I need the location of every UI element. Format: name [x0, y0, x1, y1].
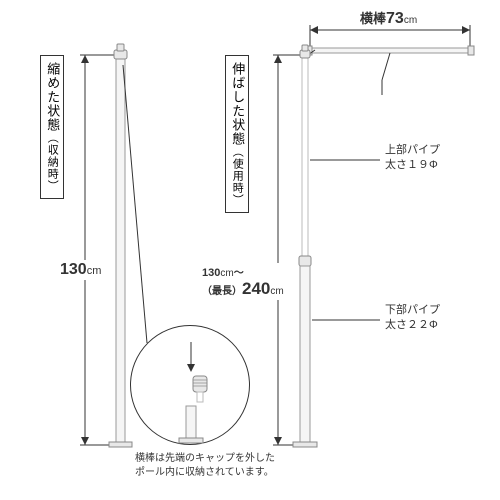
- range-mark: （最長）: [202, 286, 242, 297]
- lower-l1: 下部パイプ: [385, 304, 440, 316]
- left-state-sub: （収納時）: [46, 132, 58, 192]
- range-max: 240: [242, 279, 270, 298]
- left-state-label: 縮めた状態（収納時）: [40, 55, 64, 199]
- crossbar-dim: 横棒73cm: [360, 8, 417, 28]
- upper-l2: 太さ１９Φ: [385, 159, 438, 171]
- right-state-main: 伸ばした状態: [230, 62, 245, 146]
- lower-l2: 太さ２２Φ: [385, 319, 438, 331]
- range-max-unit: cm: [270, 286, 283, 297]
- right-dim: 130cm～ （最長）240cm: [200, 263, 286, 300]
- lower-spec: 下部パイプ 太さ２２Φ: [385, 303, 440, 333]
- detail-caption: 横棒は先端のキャップを外した ポール内に収納されています。: [135, 452, 275, 480]
- upper-spec: 上部パイプ 太さ１９Φ: [385, 143, 440, 173]
- left-dim-val: 130: [60, 261, 87, 278]
- crossbar-prefix: 横棒: [360, 11, 386, 26]
- crossbar-unit: cm: [404, 15, 417, 26]
- range-min-unit: cm: [220, 268, 233, 279]
- upper-l1: 上部パイプ: [385, 144, 440, 156]
- left-dim: 130cm: [58, 260, 103, 280]
- cap-l2: ポール内に収納されています。: [135, 467, 274, 478]
- right-state-sub: （使用時）: [231, 146, 243, 206]
- crossbar-value: 73: [386, 10, 404, 27]
- detail-circle: [130, 325, 250, 445]
- left-state-main: 縮めた状態: [45, 62, 60, 132]
- left-dim-unit: cm: [87, 265, 102, 277]
- cap-l1: 横棒は先端のキャップを外した: [135, 453, 275, 464]
- right-state-label: 伸ばした状態（使用時）: [225, 55, 249, 213]
- range-min: 130: [202, 267, 220, 279]
